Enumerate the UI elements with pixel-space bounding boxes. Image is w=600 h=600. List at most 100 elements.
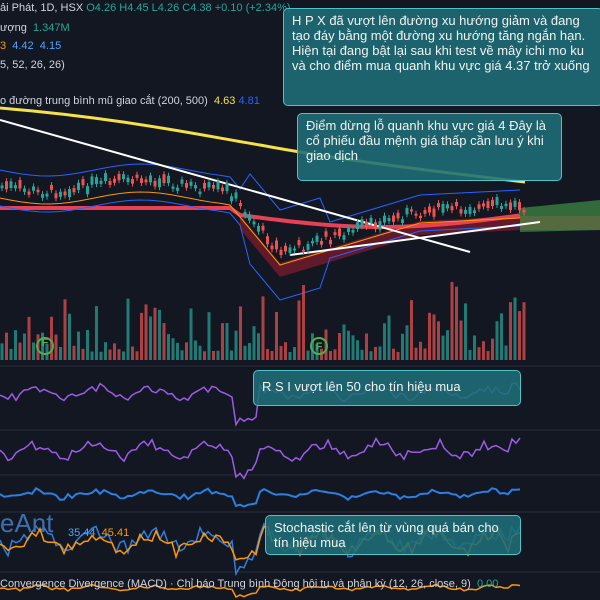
- shape: [432, 314, 436, 360]
- shape: [270, 245, 274, 250]
- shape: [261, 296, 265, 360]
- shape: [279, 345, 283, 360]
- shape: [275, 240, 278, 250]
- shape: [50, 316, 53, 360]
- shape: [248, 214, 251, 221]
- shape: [387, 217, 391, 222]
- shape: [270, 351, 274, 360]
- ohlc: O4.26: [86, 2, 117, 14]
- shape: [36, 189, 40, 193]
- shape: [450, 206, 454, 211]
- value: 35.44: [68, 527, 96, 539]
- shape: [333, 232, 337, 235]
- shape: [441, 335, 445, 360]
- shape: [153, 180, 157, 187]
- shape: [167, 334, 170, 360]
- shape: [468, 207, 472, 214]
- shape: [315, 235, 319, 242]
- shape: [338, 228, 341, 237]
- shape: [14, 330, 17, 360]
- shape: [131, 179, 134, 184]
- shape: [234, 192, 238, 199]
- shape: [9, 181, 13, 188]
- shape: [140, 178, 143, 184]
- shape: [275, 311, 278, 360]
- shape: [486, 351, 490, 360]
- shape: [360, 349, 364, 360]
- shape: [405, 207, 409, 215]
- shape: [455, 286, 458, 360]
- shape: [450, 281, 454, 360]
- shape: [351, 229, 355, 233]
- shape: [504, 345, 508, 360]
- shape: [153, 307, 157, 360]
- shape: [477, 204, 481, 209]
- annotation: Stochastic cắt lên từ vùng quá bán cho t…: [265, 515, 521, 555]
- label: o đường trung bình mũ giao cắt (200, 500…: [0, 95, 208, 107]
- shape: [329, 239, 332, 245]
- shape: [486, 201, 490, 208]
- shape: [50, 184, 53, 190]
- shape: [437, 202, 440, 208]
- shape: [59, 346, 62, 360]
- watermark: eAnt: [0, 508, 54, 538]
- shape: [171, 338, 175, 360]
- shape: [72, 188, 76, 193]
- shape: [180, 179, 184, 184]
- shape: [405, 325, 409, 360]
- shape: [176, 342, 179, 360]
- shape: [378, 221, 382, 230]
- shape: [302, 285, 305, 360]
- value: 4.63: [213, 95, 236, 107]
- shape: [27, 191, 31, 195]
- shape: [518, 311, 521, 360]
- label: Convergence Divergence (MACD) · Chỉ báo …: [0, 578, 471, 590]
- shape: [23, 333, 26, 360]
- shape: [297, 240, 301, 246]
- annotation: H P X đã vượt lên đường xu hướng giảm và…: [283, 8, 600, 106]
- shape: [63, 191, 67, 196]
- line-shape: [0, 206, 521, 229]
- shape: [162, 323, 166, 360]
- shape: [234, 330, 238, 360]
- shape: [293, 248, 296, 251]
- shape: [90, 176, 94, 185]
- shape: [212, 351, 215, 360]
- shape: [59, 191, 62, 197]
- shape: [167, 175, 170, 184]
- ema-legend: o đường trung bình mũ giao cắt (200, 500…: [0, 95, 260, 107]
- shape: [446, 204, 449, 209]
- shape: [311, 240, 314, 244]
- marker: F: [316, 341, 323, 353]
- shape: [171, 186, 175, 189]
- shape: [198, 191, 202, 195]
- shape: [423, 348, 427, 360]
- shape: [144, 304, 148, 360]
- shape: [135, 351, 139, 360]
- shape: [356, 340, 359, 360]
- shape: [522, 302, 526, 360]
- shape: [378, 346, 382, 360]
- shape: [126, 298, 130, 360]
- shape: [45, 193, 49, 197]
- annotation: R S I vượt lên 50 cho tín hiệu mua: [253, 370, 521, 406]
- shape: [230, 350, 233, 360]
- shape: [5, 181, 8, 190]
- shape: [248, 343, 251, 360]
- shape: [473, 210, 476, 214]
- ichimoku-legend: 5, 52, 26, 26): [0, 59, 65, 71]
- shape: [459, 209, 463, 214]
- shape: [351, 335, 355, 360]
- shape: [221, 187, 224, 192]
- shape: [122, 174, 125, 180]
- line-shape: [0, 486, 521, 508]
- shape: [149, 316, 152, 360]
- shape: [216, 350, 220, 360]
- shape: [81, 179, 85, 186]
- ma-legend: 3 4.42 4.15: [0, 40, 61, 52]
- shape: [428, 312, 431, 360]
- shape: [410, 209, 413, 212]
- shape: [410, 300, 413, 360]
- shape: [113, 178, 116, 183]
- shape: [158, 309, 161, 360]
